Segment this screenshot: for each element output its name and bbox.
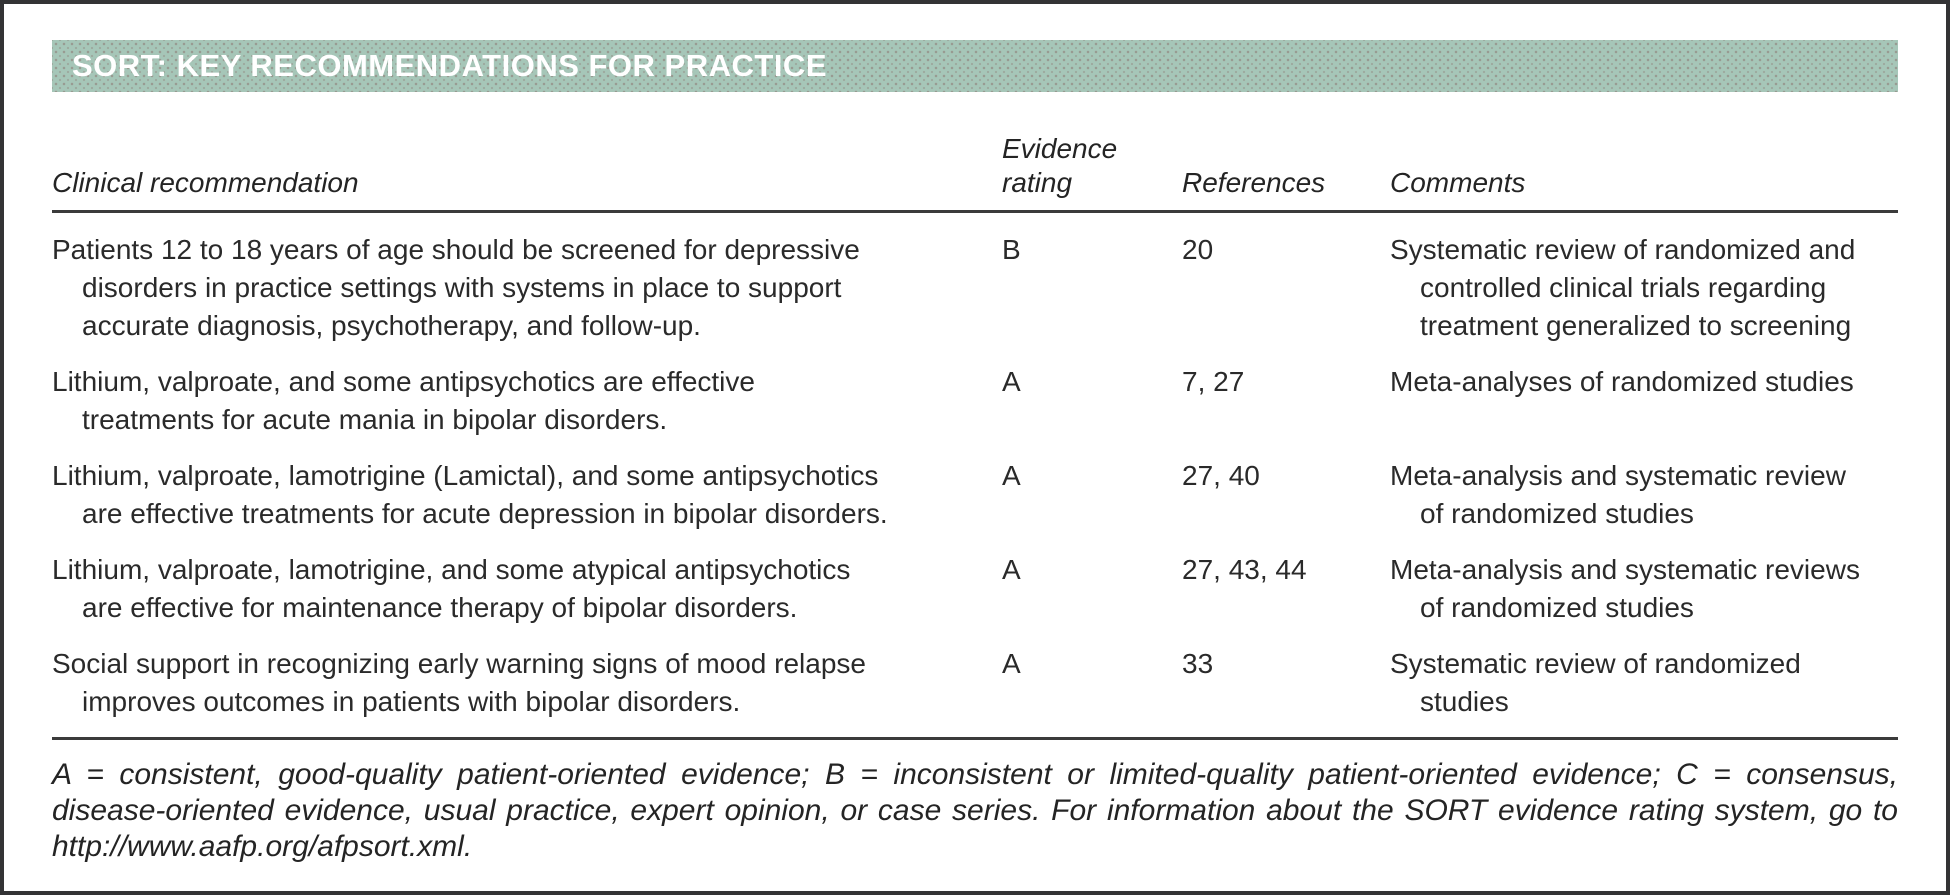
- cell-evidence-rating: A: [1002, 366, 1021, 397]
- table-title: SORT: KEY RECOMMENDATIONS FOR PRACTICE: [72, 48, 827, 83]
- table-row: Lithium, valproate, lamotrigine, and som…: [52, 533, 1898, 627]
- cell-references: 33: [1182, 648, 1214, 679]
- cell-comments: Meta-analysis and systematic reviews of …: [1390, 554, 1860, 623]
- table-body: Patients 12 to 18 years of age should be…: [52, 213, 1898, 721]
- table-row: Patients 12 to 18 years of age should be…: [52, 213, 1898, 345]
- table-row: Lithium, valproate, and some antipsychot…: [52, 345, 1898, 439]
- table-row: Lithium, valproate, lamotrigine (Lamicta…: [52, 439, 1898, 533]
- column-header-comments: Comments: [1390, 167, 1526, 198]
- cell-clinical-recommendation: Patients 12 to 18 years of age should be…: [52, 234, 860, 341]
- table-footnote: A = consistent, good-quality patient-ori…: [52, 758, 1898, 863]
- cell-comments: Meta-analysis and systematic review of r…: [1390, 460, 1846, 529]
- cell-clinical-recommendation: Lithium, valproate, lamotrigine, and som…: [52, 554, 851, 623]
- table-title-bar: SORT: KEY RECOMMENDATIONS FOR PRACTICE: [52, 40, 1898, 92]
- table-row: Social support in recognizing early warn…: [52, 627, 1898, 721]
- cell-clinical-recommendation: Social support in recognizing early warn…: [52, 648, 866, 717]
- cell-comments: Systematic review of randomized and cont…: [1390, 234, 1856, 341]
- column-header-clinical-recommendation: Clinical recommendation: [52, 167, 359, 198]
- cell-references: 27, 40: [1182, 460, 1260, 491]
- cell-evidence-rating: B: [1002, 234, 1021, 265]
- cell-references: 20: [1182, 234, 1214, 265]
- table-header-row: Clinical recommendation Evidence rating …: [52, 92, 1898, 213]
- cell-clinical-recommendation: Lithium, valproate, and some antipsychot…: [52, 366, 755, 435]
- column-header-evidence-rating: Evidence rating: [1002, 133, 1118, 198]
- column-header-references: References: [1182, 167, 1326, 198]
- cell-evidence-rating: A: [1002, 648, 1021, 679]
- footnote-divider: [52, 737, 1898, 740]
- cell-references: 7, 27: [1182, 366, 1245, 397]
- cell-comments: Meta-analyses of randomized studies: [1390, 366, 1854, 397]
- cell-comments: Systematic review of randomized studies: [1390, 648, 1801, 717]
- cell-references: 27, 43, 44: [1182, 554, 1307, 585]
- cell-clinical-recommendation: Lithium, valproate, lamotrigine (Lamicta…: [52, 460, 888, 529]
- cell-evidence-rating: A: [1002, 460, 1021, 491]
- cell-evidence-rating: A: [1002, 554, 1021, 585]
